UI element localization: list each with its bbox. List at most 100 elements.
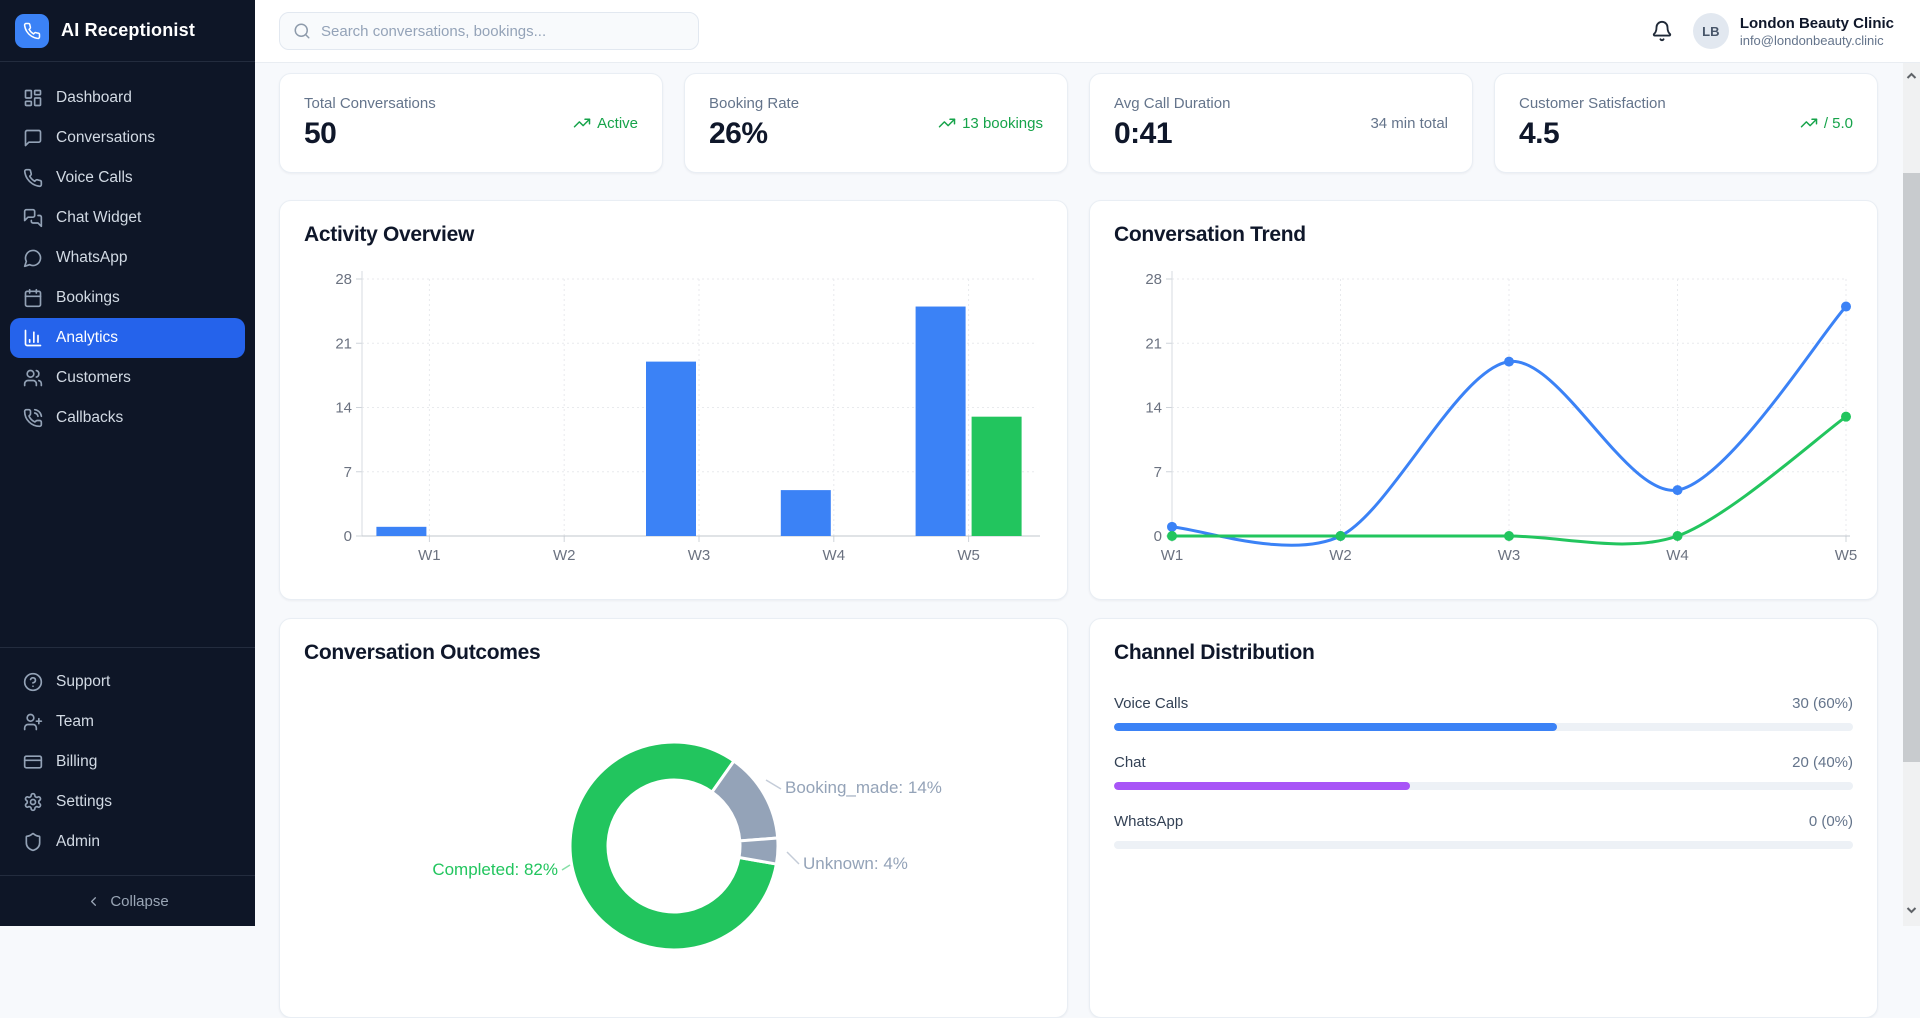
progress-track [1114,782,1853,790]
stat-cards-row: Total Conversations 50 Active Booking Ra… [279,73,1878,173]
sidebar-item-conversations[interactable]: Conversations [10,118,245,158]
activity-overview-chart: 0 7 14 21 28 W1 W2 W3 W4 W5 [335,271,1040,564]
sidebar-item-label: Settings [56,793,113,810]
data-point [1335,531,1346,541]
stat-badge-text: 13 bookings [962,114,1043,132]
sidebar-item-label: Callbacks [56,409,124,426]
gear-icon [24,792,42,812]
channel-distribution-card: Channel Distribution Voice Calls 30 (60%… [1089,618,1878,1018]
stat-label: Customer Satisfaction [1519,95,1666,112]
status-badge: / 5.0 [1800,114,1853,132]
sidebar-item-analytics[interactable]: Analytics [10,318,245,358]
sidebar-item-support[interactable]: Support [10,662,245,702]
search-input[interactable] [321,22,685,40]
channel-value: 0 (0%) [1808,813,1853,830]
message-square-icon [24,129,42,147]
sidebar-nav: Dashboard Conversations Voice Calls Chat… [0,62,255,438]
svg-text:W2: W2 [1329,547,1352,564]
shield-icon [25,832,41,852]
chart-title: Activity Overview [304,223,474,246]
collapse-button[interactable]: Collapse [0,875,255,926]
trending-up-icon [1800,118,1818,128]
conversation-trend-chart: 0 7 14 21 28 W1 W2 W3 W4 W5 [1145,271,1857,564]
chart-title: Conversation Trend [1114,223,1306,246]
sidebar-item-dashboard[interactable]: Dashboard [10,78,245,118]
search-box [279,12,699,50]
stat-card-avg-call-duration: Avg Call Duration 0:41 34 min total [1089,73,1473,173]
svg-text:7: 7 [1154,464,1162,481]
sidebar-item-label: Voice Calls [56,169,133,186]
chevron-left-icon [91,896,97,906]
scroll-up-arrow[interactable] [1903,67,1920,84]
sidebar-item-voice-calls[interactable]: Voice Calls [10,158,245,198]
svg-text:21: 21 [335,335,352,352]
notifications-button[interactable] [1651,20,1673,42]
channel-name: WhatsApp [1114,813,1184,830]
svg-text:W5: W5 [957,547,980,564]
sidebar-item-label: Team [56,713,94,730]
vertical-scrollbar [1903,63,1920,926]
progress-track [1114,723,1853,731]
stat-card-total-conversations: Total Conversations 50 Active [279,73,663,173]
label-leader [786,851,800,865]
progress-fill [1114,782,1410,790]
svg-text:W1: W1 [418,547,441,564]
stat-badge-text: / 5.0 [1823,114,1853,132]
sidebar-item-label: Support [56,673,111,690]
bar [915,306,966,536]
sidebar-item-admin[interactable]: Admin [10,822,245,862]
help-circle-icon [23,672,43,692]
chart-title: Channel Distribution [1114,641,1315,664]
stat-value: 26% [709,117,768,150]
sidebar-item-whatsapp[interactable]: WhatsApp [10,238,245,278]
avatar: LB [1692,13,1729,49]
sidebar-item-label: Dashboard [56,89,132,106]
sidebar-item-chat-widget[interactable]: Chat Widget [10,198,245,238]
channel-name: Voice Calls [1114,695,1189,712]
sidebar-item-customers[interactable]: Customers [10,358,245,398]
topbar: LB London Beauty Clinic info@londonbeaut… [255,0,1920,63]
stat-label: Avg Call Duration [1114,95,1231,112]
svg-text:7: 7 [344,464,352,481]
svg-text:W4: W4 [823,547,846,564]
scroll-down-arrow[interactable] [1903,901,1920,918]
sidebar-item-callbacks[interactable]: Callbacks [10,398,245,438]
sidebar: AI Receptionist Dashboard Conversations … [0,0,255,926]
data-point [1672,485,1683,496]
app-logo [15,13,49,48]
app-title: AI Receptionist [61,20,196,40]
progress-track [1114,841,1853,849]
label-leader [561,864,571,871]
topbar-right: LB London Beauty Clinic info@londonbeaut… [1651,13,1894,49]
sidebar-spacer [0,438,255,647]
stat-label: Total Conversations [304,95,436,112]
svg-text:21: 21 [1145,335,1162,352]
donut-slice [737,836,780,866]
account-menu[interactable]: LB London Beauty Clinic info@londonbeaut… [1692,13,1894,49]
donut-label: Completed: 82% [432,860,558,879]
sidebar-item-label: Conversations [56,129,156,146]
data-point [1167,531,1177,541]
phone-icon [23,22,41,39]
stat-badge-text: Active [597,114,638,132]
data-point [1167,521,1177,532]
scrollbar-thumb[interactable] [1903,173,1920,762]
status-badge: 34 min total [1370,115,1448,132]
sidebar-item-billing[interactable]: Billing [10,742,245,782]
sidebar-item-settings[interactable]: Settings [10,782,245,822]
label-leader [765,779,782,790]
trending-up-icon [573,118,591,128]
credit-card-icon [23,755,43,769]
conversation-trend-card: Conversation Trend 0 7 14 21 28 W1 W2 W3 W4 W5 [1089,200,1878,600]
users-icon [23,369,43,387]
sidebar-item-label: WhatsApp [56,249,128,266]
sidebar-item-team[interactable]: Team [10,702,245,742]
account-email: info@londonbeauty.clinic [1739,32,1884,48]
svg-text:W3: W3 [688,547,711,564]
sidebar-item-label: Billing [56,753,98,770]
channel-list: Voice Calls 30 (60%) Chat 20 (40%) Whats… [1114,695,1853,849]
account-name: London Beauty Clinic [1739,14,1894,32]
sidebar-item-bookings[interactable]: Bookings [10,278,245,318]
trending-up-icon [938,118,956,128]
stat-card-customer-satisfaction: Customer Satisfaction 4.5 / 5.0 [1494,73,1878,173]
